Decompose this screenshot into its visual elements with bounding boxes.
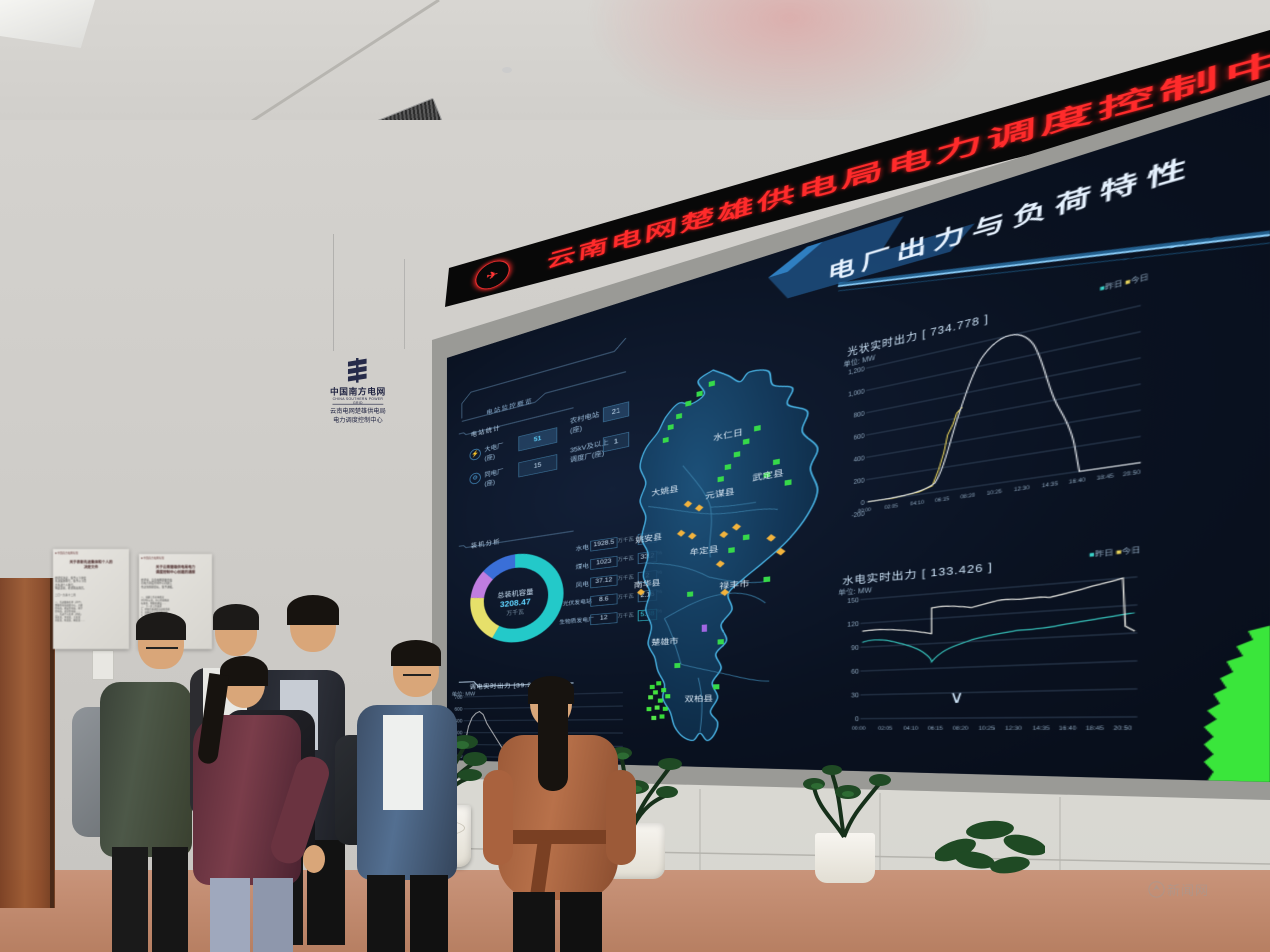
- svg-text:∨: ∨: [950, 689, 964, 707]
- svg-text:00:00: 00:00: [858, 506, 871, 514]
- svg-text:400: 400: [854, 453, 866, 463]
- svg-text:02:05: 02:05: [878, 725, 893, 731]
- svg-text:18:45: 18:45: [1086, 725, 1105, 732]
- svg-text:08:20: 08:20: [960, 491, 975, 500]
- svg-text:00:00: 00:00: [852, 725, 866, 731]
- svg-text:04:10: 04:10: [903, 725, 918, 731]
- svg-text:20:50: 20:50: [1123, 468, 1141, 478]
- svg-text:14:35: 14:35: [1033, 725, 1051, 732]
- svg-text:08:20: 08:20: [953, 725, 969, 732]
- svg-text:150: 150: [847, 596, 860, 605]
- svg-text:90: 90: [851, 643, 860, 651]
- svg-text:60: 60: [851, 667, 860, 675]
- svg-text:10:25: 10:25: [987, 488, 1003, 497]
- svg-text:3208.47: 3208.47: [500, 597, 531, 609]
- svg-text:06:15: 06:15: [935, 495, 950, 504]
- svg-text:800: 800: [854, 409, 866, 419]
- svg-text:0: 0: [861, 498, 866, 507]
- svg-text:02:05: 02:05: [884, 502, 898, 510]
- svg-text:30: 30: [851, 691, 860, 699]
- svg-text:1,000: 1,000: [848, 387, 866, 399]
- svg-text:120: 120: [847, 620, 860, 629]
- svg-text:万千瓦: 万千瓦: [506, 608, 524, 618]
- svg-text:04:10: 04:10: [910, 499, 924, 508]
- svg-text:16:40: 16:40: [1059, 725, 1077, 732]
- svg-text:06:15: 06:15: [928, 725, 943, 732]
- svg-text:18:45: 18:45: [1096, 472, 1114, 482]
- svg-text:12:30: 12:30: [1005, 725, 1022, 732]
- svg-text:10:25: 10:25: [979, 725, 995, 732]
- svg-text:600: 600: [854, 431, 866, 441]
- svg-text:16:40: 16:40: [1069, 476, 1086, 486]
- svg-text:14:35: 14:35: [1042, 480, 1059, 489]
- svg-text:0: 0: [855, 715, 860, 723]
- svg-text:20:50: 20:50: [1113, 724, 1132, 731]
- svg-text:200: 200: [854, 476, 866, 486]
- svg-text:12:30: 12:30: [1014, 484, 1030, 493]
